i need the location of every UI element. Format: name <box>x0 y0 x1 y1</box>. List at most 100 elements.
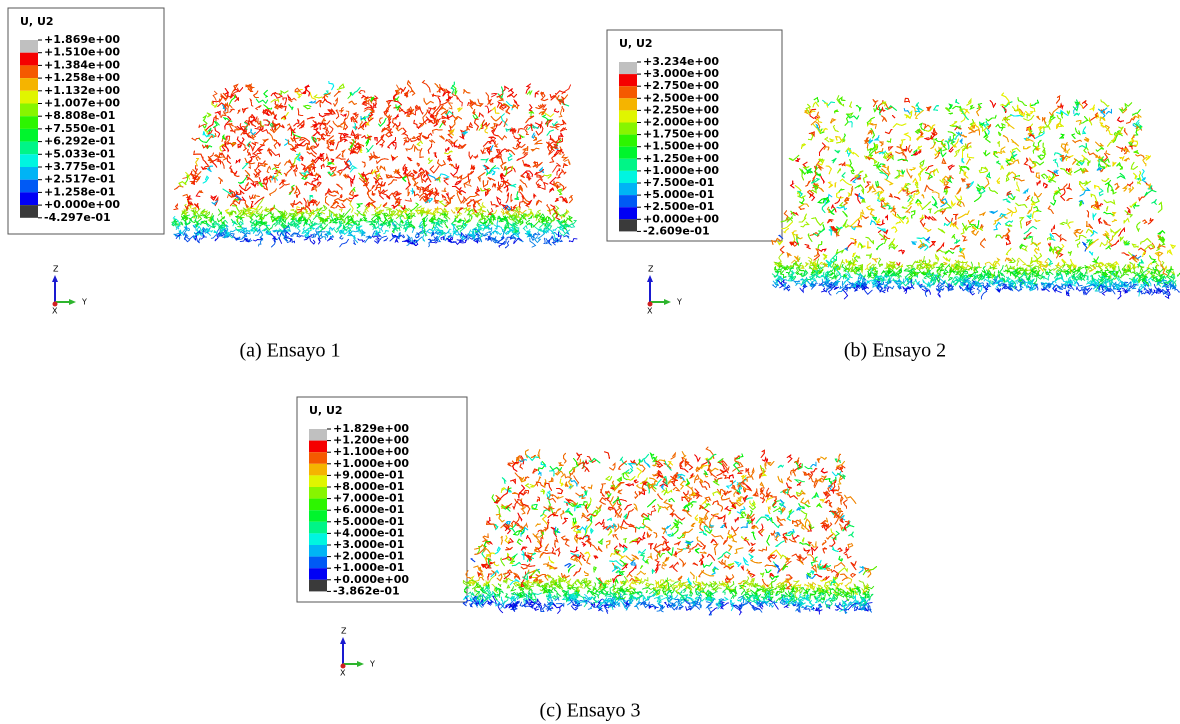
fiber <box>1034 276 1044 279</box>
fiber <box>444 178 448 185</box>
fiber <box>256 157 260 161</box>
fiber <box>972 268 976 273</box>
fiber <box>1068 284 1071 289</box>
fiber <box>323 118 326 121</box>
legend-label: +6.292e-01 <box>44 135 115 148</box>
fiber <box>455 215 459 219</box>
fiber <box>256 99 267 103</box>
fiber <box>395 122 400 127</box>
fiber <box>481 150 485 154</box>
legend-swatch <box>20 154 38 167</box>
fiber <box>269 151 272 155</box>
legend-swatch <box>20 40 38 53</box>
fiber <box>215 111 220 115</box>
fiber <box>256 106 262 110</box>
fiber <box>358 239 365 242</box>
fiber <box>215 116 219 121</box>
fiber <box>375 138 378 142</box>
fiber <box>339 218 344 220</box>
fiber <box>227 143 233 146</box>
fiber <box>449 164 454 167</box>
fiber <box>237 137 244 144</box>
fiber <box>270 189 277 196</box>
fiber <box>203 176 208 183</box>
fiber <box>348 175 355 180</box>
fiber <box>815 275 820 278</box>
fiber <box>1018 97 1027 105</box>
fiber <box>337 171 342 175</box>
fiber <box>230 95 233 98</box>
fiber <box>310 101 315 103</box>
fiber <box>517 144 525 147</box>
fiber <box>558 214 562 217</box>
fiber <box>248 149 251 155</box>
fiber <box>296 189 300 197</box>
fiber <box>778 254 782 263</box>
fiber <box>887 287 889 292</box>
legend-label: +7.500e-01 <box>643 176 714 189</box>
fiber <box>314 175 321 180</box>
fiber <box>560 128 566 132</box>
fiber <box>350 201 353 213</box>
fiber <box>526 127 529 134</box>
fiber <box>423 136 429 139</box>
fiber <box>557 169 560 175</box>
fiber <box>774 267 777 270</box>
fiber <box>278 143 281 146</box>
fiber <box>279 237 282 244</box>
fiber <box>1009 266 1012 269</box>
fiber <box>569 239 577 242</box>
legend-swatch <box>20 205 38 218</box>
fiber <box>890 286 894 289</box>
fiber <box>328 162 332 165</box>
fiber <box>488 208 493 214</box>
fiber <box>305 138 310 145</box>
fiber <box>438 98 441 103</box>
fiber <box>383 203 387 208</box>
fiber <box>329 126 333 134</box>
fiber <box>220 112 226 118</box>
fiber <box>392 143 396 150</box>
fiber <box>1119 266 1121 273</box>
fiber <box>1017 261 1019 266</box>
fiber <box>365 236 370 242</box>
fiber <box>511 194 512 201</box>
fiber <box>560 120 565 125</box>
fiber <box>936 289 938 292</box>
fiber <box>830 271 833 276</box>
fiber <box>414 191 419 195</box>
fiber <box>339 167 350 172</box>
fiber <box>1092 276 1093 280</box>
legend-title: U, U2 <box>20 15 54 28</box>
fiber <box>395 115 398 118</box>
fiber <box>473 114 478 119</box>
fiber <box>218 209 221 215</box>
legend-label: +1.510e+00 <box>44 46 120 59</box>
fiber <box>334 91 340 96</box>
fiber <box>264 90 268 97</box>
fiber <box>302 216 305 220</box>
fiber <box>1099 288 1104 293</box>
fiber <box>423 235 425 242</box>
fiber <box>375 167 379 175</box>
fiber <box>489 137 496 139</box>
fiber <box>325 189 331 195</box>
fiber <box>203 131 207 136</box>
fiber <box>995 263 999 266</box>
fiber <box>546 120 552 126</box>
fiber <box>1027 265 1033 267</box>
fiber <box>512 105 518 109</box>
legend-label: +1.258e+00 <box>44 71 120 84</box>
fiber <box>379 178 382 180</box>
fiber <box>430 166 439 173</box>
fiber <box>438 212 442 216</box>
fiber <box>325 99 332 104</box>
fiber <box>556 234 559 235</box>
fiber <box>454 164 458 169</box>
fiber <box>1118 291 1121 299</box>
fiber <box>328 172 333 175</box>
fiber <box>285 160 290 165</box>
fiber <box>485 126 488 133</box>
fiber <box>469 200 475 204</box>
fiber <box>446 193 448 197</box>
